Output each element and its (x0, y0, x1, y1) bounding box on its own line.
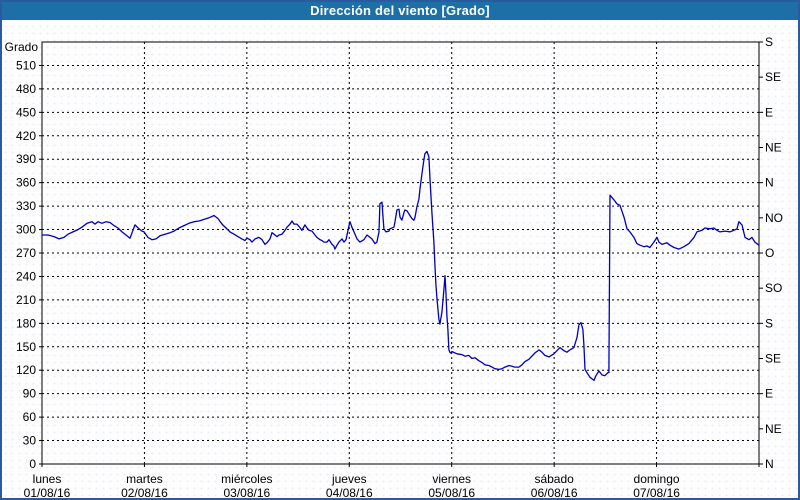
y-left-tick-label: 60 (23, 410, 37, 424)
day-name-label: domingo (634, 472, 680, 486)
compass-tick-label: SE (765, 70, 781, 84)
day-name-label: martes (126, 472, 163, 486)
compass-tick-label: NO (765, 211, 783, 225)
plot-border (41, 41, 760, 465)
day-date-label: 05/08/16 (428, 486, 475, 500)
y-left-tick-label: 450 (16, 105, 36, 119)
day-date-label: 02/08/16 (121, 486, 168, 500)
day-date-label: 07/08/16 (633, 486, 680, 500)
day-date-label: 06/08/16 (531, 486, 578, 500)
compass-tick-label: O (765, 246, 774, 260)
y-left-tick-label: 180 (16, 316, 36, 330)
compass-tick-label: E (765, 105, 773, 119)
compass-tick-label: S (765, 35, 773, 49)
compass-tick-label: S (765, 316, 773, 330)
y-left-tick-label: 210 (16, 293, 36, 307)
day-date-label: 01/08/16 (24, 486, 71, 500)
y-left-tick-label: 90 (23, 387, 37, 401)
y-left-tick-label: 330 (16, 199, 36, 213)
day-name-label: miércoles (221, 472, 272, 486)
chart-title: Dirección del viento [Grado] (310, 3, 490, 18)
y-left-tick-label: 510 (16, 58, 36, 72)
y-axis-unit-label: Grado (5, 40, 39, 54)
y-left-tick-label: 390 (16, 152, 36, 166)
compass-tick-label: NE (765, 422, 782, 436)
title-bar: Dirección del viento [Grado] (2, 2, 798, 20)
y-left-tick-label: 270 (16, 246, 36, 260)
y-left-tick-label: 360 (16, 176, 36, 190)
compass-tick-label: SE (765, 352, 781, 366)
compass-tick-label: SO (765, 281, 782, 295)
y-left-tick-label: 480 (16, 82, 36, 96)
y-left-tick-label: 300 (16, 223, 36, 237)
compass-tick-label: N (765, 176, 774, 190)
compass-tick-label: E (765, 387, 773, 401)
compass-tick-label: N (765, 457, 774, 471)
compass-tick-label: NE (765, 141, 782, 155)
y-left-tick-label: 420 (16, 129, 36, 143)
day-date-label: 03/08/16 (223, 486, 270, 500)
y-left-tick-label: 150 (16, 340, 36, 354)
y-left-tick-label: 30 (23, 434, 37, 448)
y-left-tick-label: 0 (29, 457, 36, 471)
day-name-label: viernes (432, 472, 471, 486)
day-date-label: 04/08/16 (326, 486, 373, 500)
day-name-label: jueves (331, 472, 367, 486)
day-name-label: lunes (33, 472, 62, 486)
y-left-tick-label: 120 (16, 363, 36, 377)
wind-direction-line (41, 150, 760, 382)
day-name-label: sábado (534, 472, 574, 486)
y-left-tick-label: 240 (16, 269, 36, 283)
